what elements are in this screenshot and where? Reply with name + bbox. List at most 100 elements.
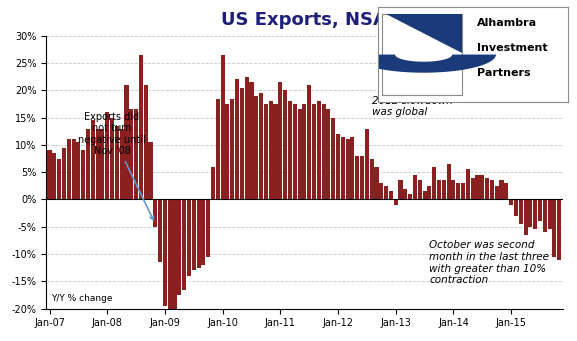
Bar: [331, 118, 335, 199]
Bar: [283, 90, 287, 199]
Text: Alhambra: Alhambra: [477, 18, 537, 28]
Bar: [307, 85, 311, 199]
Bar: [245, 77, 249, 199]
Bar: [139, 55, 143, 199]
Bar: [201, 199, 205, 265]
Bar: [259, 93, 263, 199]
Title: US Exports, NSA: US Exports, NSA: [222, 11, 387, 29]
Bar: [389, 191, 393, 199]
Bar: [403, 189, 407, 199]
Bar: [96, 129, 100, 199]
Bar: [278, 82, 282, 199]
Bar: [346, 139, 350, 199]
Bar: [394, 199, 398, 205]
Bar: [86, 129, 90, 199]
Bar: [177, 199, 181, 295]
FancyBboxPatch shape: [382, 14, 462, 95]
Bar: [72, 139, 76, 199]
Bar: [293, 104, 297, 199]
Bar: [110, 118, 114, 199]
Bar: [370, 159, 374, 199]
Bar: [134, 109, 138, 199]
Bar: [529, 199, 533, 227]
Bar: [336, 134, 340, 199]
Bar: [384, 186, 388, 199]
Bar: [480, 175, 484, 199]
Bar: [466, 169, 470, 199]
Bar: [144, 85, 148, 199]
Bar: [413, 175, 417, 199]
Bar: [437, 180, 441, 199]
Bar: [153, 199, 158, 227]
Bar: [192, 199, 196, 270]
Bar: [67, 139, 71, 199]
Text: Partners: Partners: [477, 68, 531, 78]
Text: Investment: Investment: [477, 43, 548, 53]
Bar: [355, 156, 359, 199]
Bar: [557, 199, 561, 260]
Bar: [485, 178, 489, 199]
Bar: [552, 199, 556, 257]
Bar: [456, 183, 460, 199]
Bar: [187, 199, 191, 276]
Bar: [538, 199, 542, 221]
Bar: [216, 99, 220, 199]
Bar: [471, 178, 475, 199]
Bar: [163, 199, 167, 306]
Bar: [254, 96, 258, 199]
Bar: [206, 199, 210, 257]
Text: Y/Y % change: Y/Y % change: [51, 294, 113, 303]
Bar: [226, 104, 230, 199]
Bar: [327, 109, 331, 199]
Bar: [173, 199, 177, 311]
Bar: [533, 199, 537, 229]
Bar: [76, 142, 80, 199]
Bar: [91, 120, 95, 199]
Bar: [399, 180, 403, 199]
Bar: [211, 167, 215, 199]
Bar: [523, 199, 527, 235]
Bar: [360, 156, 364, 199]
Bar: [105, 112, 109, 199]
Bar: [168, 199, 172, 311]
Bar: [321, 104, 325, 199]
Bar: [220, 55, 224, 199]
Bar: [374, 167, 379, 199]
Bar: [298, 109, 302, 199]
Bar: [273, 104, 278, 199]
Bar: [119, 129, 123, 199]
Bar: [312, 104, 316, 199]
Bar: [235, 79, 239, 199]
Bar: [240, 88, 244, 199]
Bar: [509, 199, 513, 205]
Bar: [302, 104, 306, 199]
Bar: [288, 101, 292, 199]
Bar: [62, 148, 66, 199]
Bar: [422, 191, 426, 199]
Bar: [418, 180, 422, 199]
Bar: [514, 199, 518, 216]
Bar: [158, 199, 162, 262]
Bar: [519, 199, 523, 224]
Bar: [461, 183, 465, 199]
Bar: [341, 137, 345, 199]
Bar: [148, 142, 152, 199]
Bar: [125, 85, 129, 199]
Bar: [447, 164, 451, 199]
Bar: [504, 183, 508, 199]
Bar: [548, 199, 552, 229]
Bar: [317, 101, 321, 199]
Bar: [365, 129, 369, 199]
Bar: [230, 99, 234, 199]
Bar: [432, 167, 436, 199]
Bar: [182, 199, 186, 290]
Bar: [57, 159, 61, 199]
Polygon shape: [385, 14, 462, 53]
Bar: [428, 186, 432, 199]
Bar: [490, 180, 494, 199]
Bar: [442, 180, 446, 199]
Bar: [269, 101, 273, 199]
Bar: [264, 104, 268, 199]
Bar: [47, 150, 51, 199]
Bar: [81, 150, 85, 199]
